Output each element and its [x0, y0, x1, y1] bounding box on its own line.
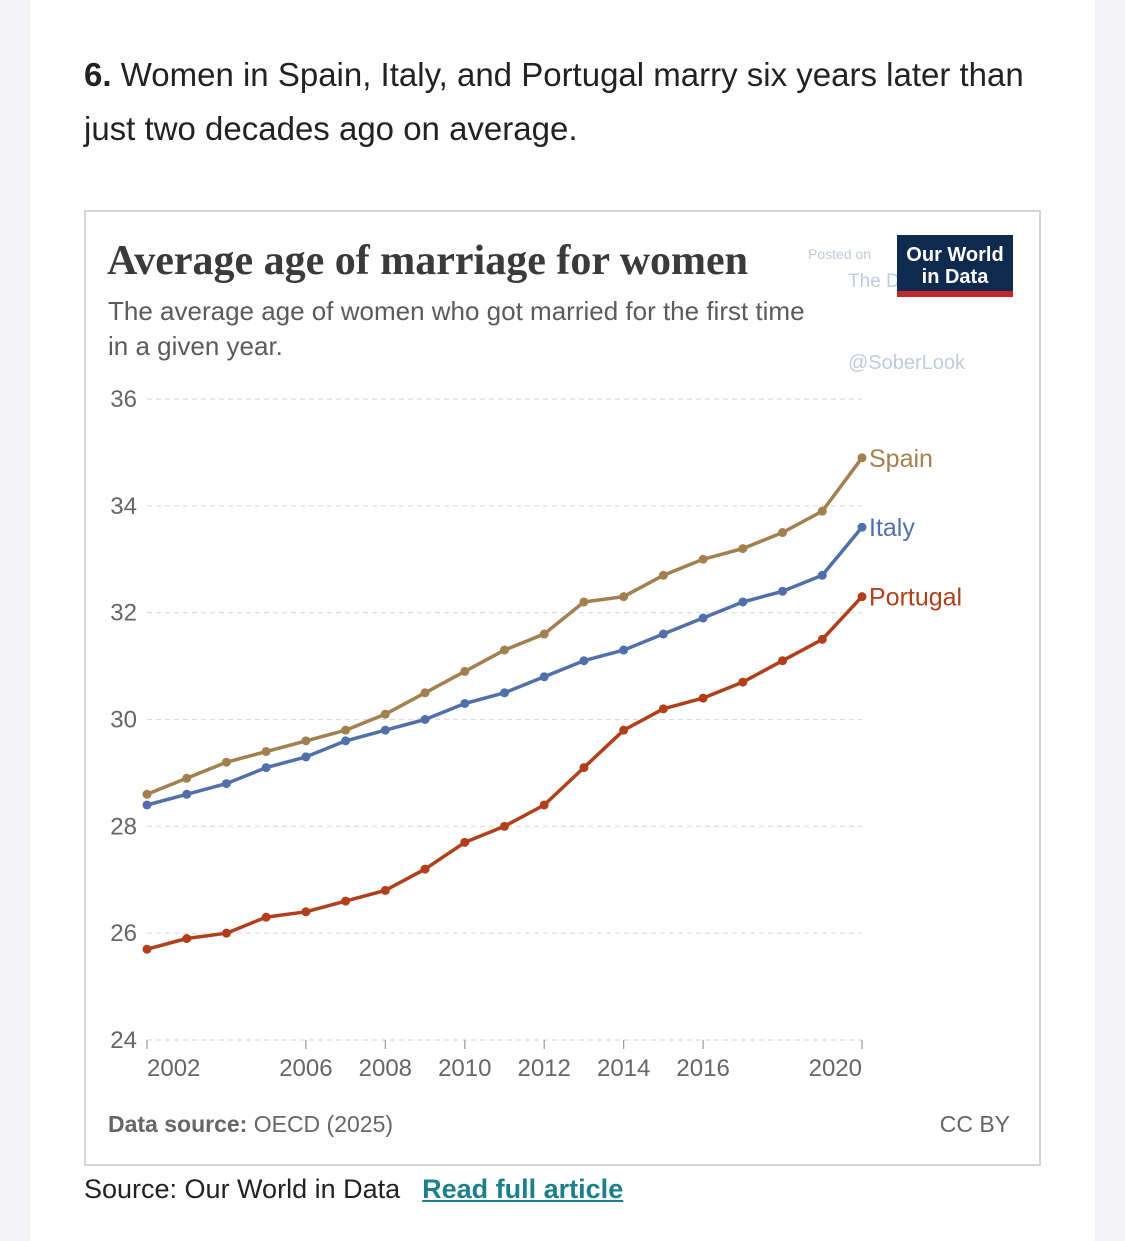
- logo-text: Our World: [906, 244, 1003, 266]
- data-point: [221, 757, 231, 767]
- data-point: [658, 704, 668, 714]
- logo-text: in Data: [922, 266, 990, 288]
- chart-source: Data source: OECD (2025): [108, 1111, 393, 1137]
- x-tick-label: 2014: [597, 1055, 650, 1082]
- data-point: [380, 709, 390, 719]
- data-point: [857, 522, 867, 532]
- heading-number: 6.: [84, 56, 112, 93]
- data-point: [500, 645, 509, 655]
- data-point: [579, 656, 589, 666]
- data-point: [817, 570, 827, 580]
- footer-source: Source: Our World in Data: [84, 1174, 401, 1204]
- data-point: [301, 907, 311, 917]
- data-point: [261, 747, 271, 757]
- y-tick-label: 30: [110, 707, 137, 734]
- data-point: [460, 837, 470, 847]
- data-point: [142, 800, 152, 810]
- y-tick-label: 32: [110, 600, 137, 627]
- source-text: OECD (2025): [254, 1111, 393, 1137]
- chart-title: Average age of marriage for women: [107, 238, 748, 284]
- data-point: [857, 453, 867, 463]
- plot-area: 24 26 28 30 32 34 36 2002 2006 2008 2010 2012 2014 20…: [110, 386, 962, 1082]
- data-point: [261, 912, 271, 922]
- series-label: Portugal: [869, 584, 962, 612]
- data-point: [539, 629, 549, 639]
- data-point: [658, 629, 668, 639]
- data-point: [460, 698, 470, 708]
- x-tick-label: 2016: [676, 1055, 729, 1082]
- subtitle-line: in a given year.: [108, 331, 283, 361]
- y-tick-label: 36: [110, 386, 137, 413]
- data-point: [778, 656, 788, 666]
- x-tick-label: 2010: [438, 1055, 491, 1082]
- data-point: [619, 725, 629, 735]
- chart-subtitle: The average age of women who got married…: [108, 296, 805, 361]
- x-tick-label: 2008: [359, 1055, 412, 1082]
- data-point: [301, 752, 311, 762]
- data-point: [182, 773, 192, 783]
- license: CC BY: [940, 1111, 1010, 1137]
- data-point: [619, 645, 629, 655]
- data-point: [817, 506, 827, 516]
- data-point: [698, 554, 708, 564]
- data-point: [301, 736, 311, 746]
- data-point: [182, 789, 192, 799]
- data-point: [420, 715, 430, 724]
- data-point: [341, 725, 351, 735]
- data-point: [420, 864, 430, 874]
- data-point: [420, 688, 430, 698]
- y-tick-label: 26: [110, 920, 137, 947]
- data-point: [539, 672, 549, 682]
- data-point: [261, 763, 271, 773]
- data-point: [500, 821, 509, 831]
- logo-bar: [897, 291, 1013, 297]
- data-point: [380, 725, 390, 735]
- data-point: [380, 885, 390, 895]
- data-point: [221, 779, 231, 789]
- data-point: [817, 634, 827, 644]
- x-tick-label: 2002: [147, 1055, 200, 1082]
- series-label: Italy: [869, 514, 915, 542]
- data-point: [182, 934, 192, 944]
- data-point: [778, 528, 788, 538]
- data-point: [778, 586, 788, 596]
- data-point: [341, 896, 351, 906]
- subtitle-line: The average age of women who got married…: [108, 296, 805, 326]
- footer: Source: Our World in Data Read full artic…: [84, 1174, 623, 1205]
- x-tick-label: 2020: [809, 1055, 862, 1082]
- data-point: [142, 789, 152, 799]
- data-point: [142, 944, 152, 954]
- data-point: [698, 693, 708, 703]
- y-tick-label: 34: [110, 493, 137, 520]
- data-point: [738, 597, 748, 607]
- data-point: [579, 597, 589, 607]
- source-label: Data source:: [108, 1111, 247, 1137]
- x-tick-label: 2006: [279, 1055, 332, 1082]
- series-label: Spain: [869, 445, 933, 473]
- watermark: @SoberLook: [848, 352, 966, 374]
- data-point: [738, 544, 748, 554]
- data-point: [460, 666, 470, 676]
- x-tick-label: 2012: [518, 1055, 571, 1082]
- heading: 6. Women in Spain, Italy, and Portugal m…: [84, 48, 1044, 156]
- data-point: [221, 928, 231, 938]
- data-point: [738, 677, 748, 687]
- y-tick-label: 28: [110, 813, 137, 840]
- logo-box: [897, 235, 1013, 291]
- heading-text: Women in Spain, Italy, and Portugal marr…: [84, 56, 1024, 147]
- data-point: [857, 592, 867, 602]
- data-point: [539, 800, 549, 810]
- data-point: [619, 592, 629, 602]
- watermark: Posted on: [808, 246, 871, 262]
- data-point: [500, 688, 509, 698]
- chart-frame: [84, 210, 1041, 1166]
- data-point: [698, 613, 708, 623]
- data-point: [579, 763, 589, 773]
- article-link[interactable]: Read full article: [422, 1174, 624, 1204]
- data-point: [341, 736, 351, 746]
- chart: Average age of marriage for women The av…: [84, 210, 1041, 1166]
- data-point: [658, 570, 668, 580]
- y-tick-label: 24: [110, 1027, 137, 1054]
